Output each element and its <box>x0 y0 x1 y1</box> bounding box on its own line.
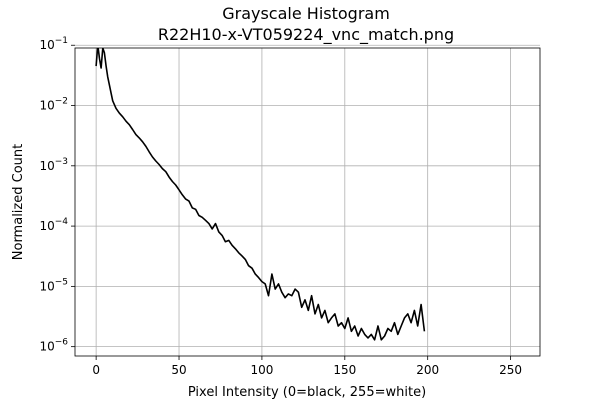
y-axis-label: Normalized Count <box>11 144 26 260</box>
x-tick-label: 150 <box>333 363 356 377</box>
chart-title: Grayscale Histogram <box>222 4 390 23</box>
x-tick-label: 50 <box>171 363 186 377</box>
x-tick-label: 100 <box>250 363 273 377</box>
y-axis: 10−6 10−5 10−4 10−3 10−2 10−1 <box>39 36 75 354</box>
x-tick-label: 0 <box>92 363 100 377</box>
grid <box>75 44 540 356</box>
axes-frame <box>74 47 541 357</box>
x-axis: 0 50 100 150 200 250 <box>92 356 522 377</box>
y-tick-label: 10−3 <box>39 157 68 173</box>
plot-area <box>95 48 426 341</box>
y-tick-label: 10−1 <box>39 36 68 52</box>
x-tick-label: 250 <box>499 363 522 377</box>
histogram-line <box>95 48 426 341</box>
chart-subtitle: R22H10-x-VT059224_vnc_match.png <box>158 25 454 45</box>
y-tick-label: 10−6 <box>39 338 68 354</box>
x-axis-label: Pixel Intensity (0=black, 255=white) <box>188 385 426 400</box>
x-tick-label: 200 <box>416 363 439 377</box>
y-tick-label: 10−5 <box>39 277 68 293</box>
y-tick-label: 10−4 <box>39 217 68 233</box>
y-tick-label: 10−2 <box>39 97 68 113</box>
